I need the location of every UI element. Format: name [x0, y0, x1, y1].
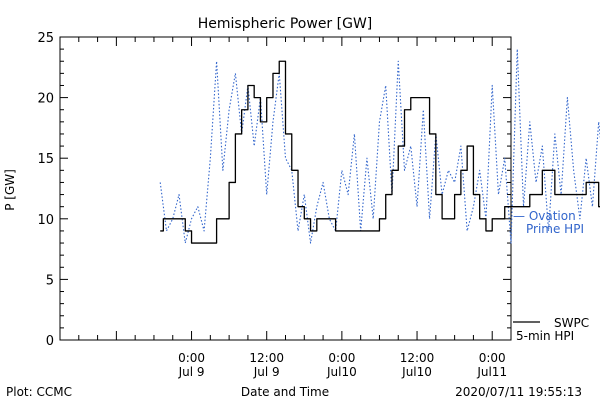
- y-tick-label: 5: [46, 273, 54, 288]
- y-axis: 0 5 10 15 20 25: [37, 31, 511, 349]
- x-tick-label-time: 12:00: [400, 351, 435, 365]
- y-tick-label: 20: [37, 92, 54, 107]
- legend-ovation-line2: Prime HPI: [526, 222, 584, 236]
- y-tick-label: 10: [37, 213, 54, 228]
- legend-swpc-line2: 5-min HPI: [516, 329, 574, 343]
- x-tick-label-date: Jul10: [326, 365, 357, 379]
- x-tick-label-date: Jul11: [476, 365, 507, 379]
- x-tick-label-date: Jul 9: [178, 365, 205, 379]
- x-tick-label-date: Jul 9: [253, 365, 280, 379]
- x-tick-label-time: 0:00: [328, 351, 355, 365]
- x-tick-label-date: Jul10: [401, 365, 432, 379]
- y-tick-label: 0: [46, 334, 54, 349]
- y-axis-label: P [GW]: [3, 169, 17, 211]
- y-tick-label: 15: [37, 152, 54, 167]
- series-swpc-line: [160, 60, 600, 244]
- x-tick-label-time: 0:00: [178, 351, 205, 365]
- x-tick-label-time: 12:00: [249, 351, 284, 365]
- series-ovation-line: [159, 48, 600, 244]
- x-tick-label-time: 0:00: [479, 351, 506, 365]
- legend-swpc-line1: SWPC: [554, 316, 589, 330]
- legend-ovation: — Ovation Prime HPI: [513, 209, 584, 236]
- timestamp: 2020/07/11 19:55:13: [455, 385, 582, 399]
- plot-credit: Plot: CCMC: [6, 385, 72, 399]
- chart-title: Hemispheric Power [GW]: [198, 16, 373, 32]
- series-layer: [159, 48, 600, 244]
- y-tick-label: 25: [37, 31, 54, 46]
- legend-swpc: SWPC 5-min HPI: [513, 316, 589, 343]
- x-axis-label: Date and Time: [241, 385, 329, 399]
- legend-ovation-line1: — Ovation: [513, 209, 576, 223]
